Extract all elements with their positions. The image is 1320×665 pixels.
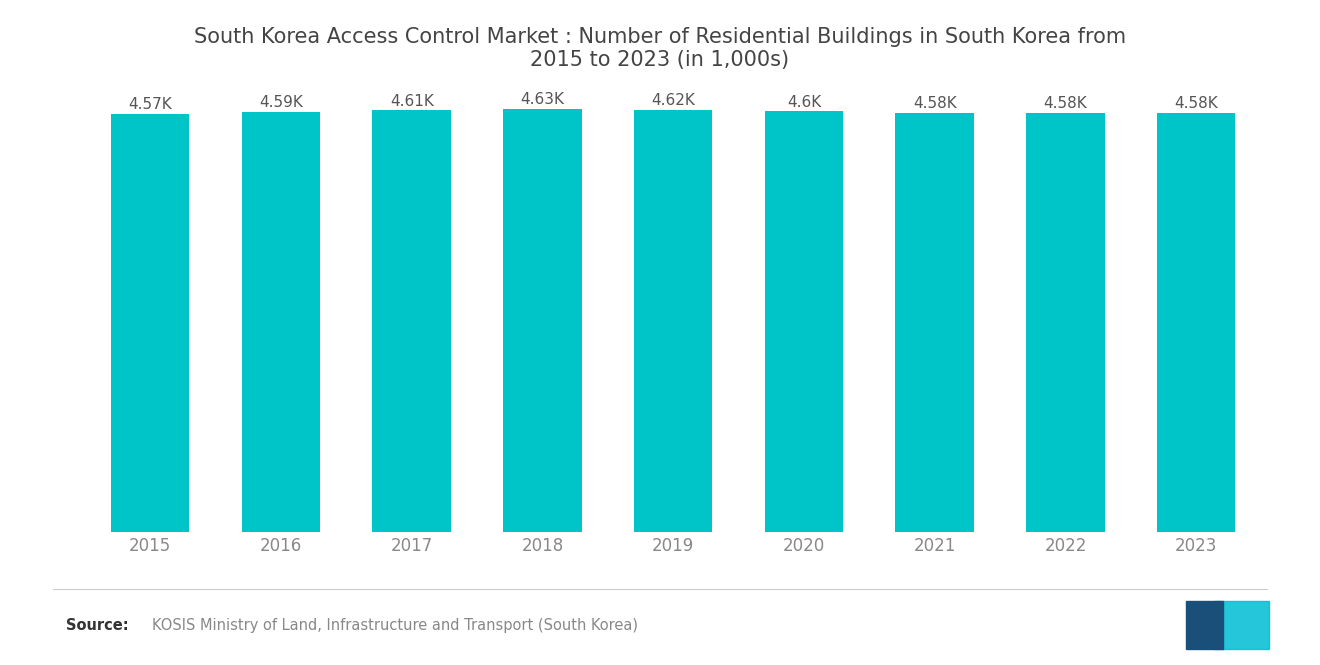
Text: 4.58K: 4.58K — [1044, 96, 1088, 111]
Text: South Korea Access Control Market : Number of Residential Buildings in South Kor: South Korea Access Control Market : Numb… — [194, 27, 1126, 70]
Bar — [764, 111, 843, 532]
Text: 4.58K: 4.58K — [913, 96, 957, 111]
Bar — [111, 114, 190, 532]
Bar — [372, 110, 451, 532]
Text: Source:: Source: — [66, 618, 128, 632]
Bar — [242, 112, 321, 532]
Polygon shape — [1214, 601, 1270, 649]
Bar — [1026, 113, 1105, 532]
Text: KOSIS Ministry of Land, Infrastructure and Transport (South Korea): KOSIS Ministry of Land, Infrastructure a… — [152, 618, 638, 632]
Text: 4.58K: 4.58K — [1175, 96, 1218, 111]
Bar — [1156, 113, 1236, 532]
Text: 4.57K: 4.57K — [128, 97, 172, 112]
Bar — [634, 110, 713, 532]
Text: 4.59K: 4.59K — [259, 96, 302, 110]
Text: 4.62K: 4.62K — [651, 92, 696, 108]
Polygon shape — [1185, 601, 1222, 649]
Bar — [503, 108, 582, 532]
Text: 4.63K: 4.63K — [520, 92, 565, 107]
Bar — [895, 113, 974, 532]
Text: 4.61K: 4.61K — [389, 94, 434, 108]
Text: 4.6K: 4.6K — [787, 94, 821, 110]
